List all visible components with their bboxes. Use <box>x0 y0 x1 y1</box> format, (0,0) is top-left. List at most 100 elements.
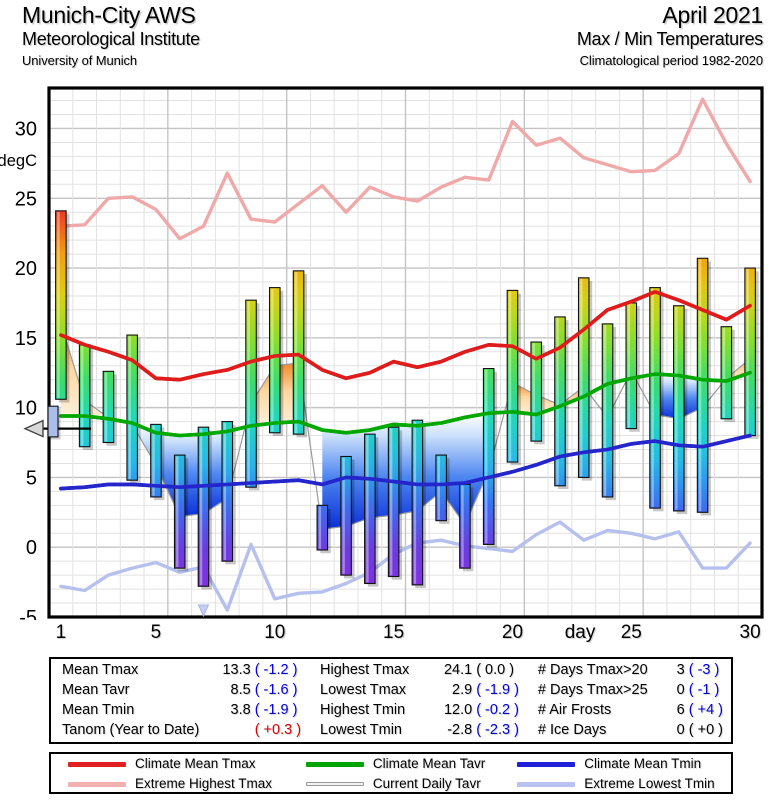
page-header: Munich-City AWS Meteorological Institute… <box>0 0 775 86</box>
statistic-anomaly: ( -2.3 ) <box>476 722 519 738</box>
bar-highlight <box>81 346 84 446</box>
statistic-label: Lowest Tmin <box>320 722 402 738</box>
statistic-label: Lowest Tmax <box>320 682 407 698</box>
daily-temperature-bar[interactable] <box>482 367 495 545</box>
y-axis-tick-label: -5 <box>19 607 37 620</box>
statistic-label: # Days Tmax>25 <box>537 682 648 698</box>
y-axis-tick-label: 20 <box>15 258 37 280</box>
legend-label: Current Daily Tavr <box>372 776 481 791</box>
bar-highlight <box>746 269 749 435</box>
plot-frame <box>47 86 764 619</box>
x-axis-title: day <box>564 622 596 643</box>
climate-mean-tmin-line-top <box>59 433 752 491</box>
statistic-label: # Air Frosts <box>537 702 612 718</box>
statistic-value: 0 <box>676 682 685 698</box>
daily-temperature-bar[interactable] <box>150 423 162 498</box>
bar-highlight <box>651 288 654 507</box>
extreme-highest-tmax-line <box>59 97 752 241</box>
daily-temperature-bar[interactable] <box>364 433 376 585</box>
bar-highlight <box>57 212 60 399</box>
bar-highlight <box>532 343 535 440</box>
bar-highlight <box>698 259 702 512</box>
statistic-label: # Days Tmax>20 <box>537 662 648 678</box>
statistic-value: 3 <box>676 662 685 678</box>
daily-temperature-bar[interactable] <box>744 267 756 437</box>
mean-tavr-marker-arrow <box>23 419 44 438</box>
daily-temperature-bar[interactable] <box>316 504 329 551</box>
warm-anomaly-band <box>60 323 109 419</box>
daily-temperature-bar[interactable] <box>173 454 186 569</box>
legend-box: Climate Mean Tmax Climate Mean Tavr Climat… <box>49 752 733 794</box>
legend-color-swatch <box>68 781 126 787</box>
daily-temperature-bar[interactable] <box>435 454 447 522</box>
daily-temperature-bar[interactable] <box>459 483 471 569</box>
legend-entry: Extreme Lowest Tmin <box>500 774 731 794</box>
daily-temperature-bar[interactable] <box>530 341 543 442</box>
y-axis-tick-label: 25 <box>15 188 37 210</box>
statistic-value <box>222 720 254 740</box>
legend-color-swatch <box>517 761 576 767</box>
x-axis-tick-label: 5 <box>150 622 162 643</box>
legend-label: Climate Mean Tavr <box>372 756 486 771</box>
statistic-value: 13.3 <box>222 662 251 678</box>
header-left-block: Munich-City AWS Meteorological Institute… <box>22 2 200 70</box>
statistic-anomaly: ( -1.6 ) <box>254 682 298 698</box>
x-axis-tick-label: 20 <box>501 622 524 643</box>
daily-temperature-bar[interactable] <box>102 370 115 444</box>
daily-temperature-bar[interactable] <box>554 316 566 487</box>
daily-temperature-bar[interactable] <box>268 287 281 434</box>
statistic-anomaly: ( -1.9 ) <box>254 702 298 718</box>
daily-temperature-bar[interactable] <box>411 419 424 586</box>
daily-temperature-bar[interactable] <box>601 323 614 498</box>
bar-highlight <box>413 421 417 584</box>
statistic-label: Mean Tmin <box>62 702 135 718</box>
bar-highlight <box>675 306 678 510</box>
daily-temperature-bar[interactable] <box>245 299 257 488</box>
statistic-anomaly: ( -1.9 ) <box>476 682 519 698</box>
bar-highlight <box>223 422 226 560</box>
legend-label: Extreme Lowest Tmin <box>584 776 715 791</box>
warm-anomaly-band <box>512 382 584 415</box>
y-axis-tick-label: 5 <box>26 467 37 489</box>
x-axis-tick-label: 30 <box>739 622 761 643</box>
daily-temperature-bar[interactable] <box>577 277 590 478</box>
daily-temperature-bar[interactable] <box>78 344 91 448</box>
legend-row: Climate Mean Tmax Climate Mean Tavr Climat… <box>51 754 731 774</box>
legend-entry: Climate Mean Tavr <box>289 754 500 774</box>
x-axis-labels: 1 5 10 15 20 25 30 day <box>0 620 775 656</box>
daily-temperature-bar[interactable] <box>340 455 352 576</box>
daily-temperature-bar[interactable] <box>55 210 67 400</box>
bar-highlight <box>722 327 726 418</box>
legend-color-swatch <box>68 761 126 767</box>
daily-temperature-bar[interactable] <box>625 302 638 430</box>
x-axis-tick-label: 25 <box>620 622 642 643</box>
header-right-block: April 2021 Max / Min Temperatures Climat… <box>577 2 763 70</box>
daily-temperature-bar[interactable] <box>221 421 234 562</box>
y-axis-tick-label: 30 <box>15 119 37 141</box>
bar-highlight <box>128 336 131 480</box>
statistic-anomaly: ( -3 ) <box>688 662 720 678</box>
daily-temperature-bar[interactable] <box>673 305 685 512</box>
daily-temperature-bar[interactable] <box>292 270 305 435</box>
bar-highlight <box>318 506 322 549</box>
daily-temperature-bar[interactable] <box>387 426 400 578</box>
daily-temperature-bar[interactable] <box>126 334 138 481</box>
daily-temperature-bar[interactable] <box>649 287 661 509</box>
university-name: University of Munich <box>22 53 138 68</box>
daily-temperature-bar[interactable] <box>696 257 709 513</box>
statistic-anomaly: ( +0 ) <box>688 722 723 738</box>
daily-temperature-bar[interactable] <box>720 326 733 420</box>
y-axis-tick-label: 0 <box>26 537 37 559</box>
statistic-anomaly: ( -1.2 ) <box>254 662 298 678</box>
legend-label: Climate Mean Tmax <box>135 756 256 771</box>
statistics-row: Mean Tmax 13.3( -1.2 ) Highest Tmax 24.1( 0… <box>51 660 731 680</box>
daily-temperature-bar[interactable] <box>506 289 519 463</box>
statistics-box: Mean Tmax 13.3( -1.2 ) Highest Tmax 24.1( 0… <box>49 657 733 744</box>
bar-highlight <box>152 425 155 496</box>
climate-mean-tavr-line-top <box>59 370 752 438</box>
legend-entry: Current Daily Tavr <box>289 774 500 794</box>
legend-color-swatch <box>305 761 364 767</box>
bar-highlight <box>461 485 464 567</box>
daily-temperature-bar[interactable] <box>197 426 210 587</box>
